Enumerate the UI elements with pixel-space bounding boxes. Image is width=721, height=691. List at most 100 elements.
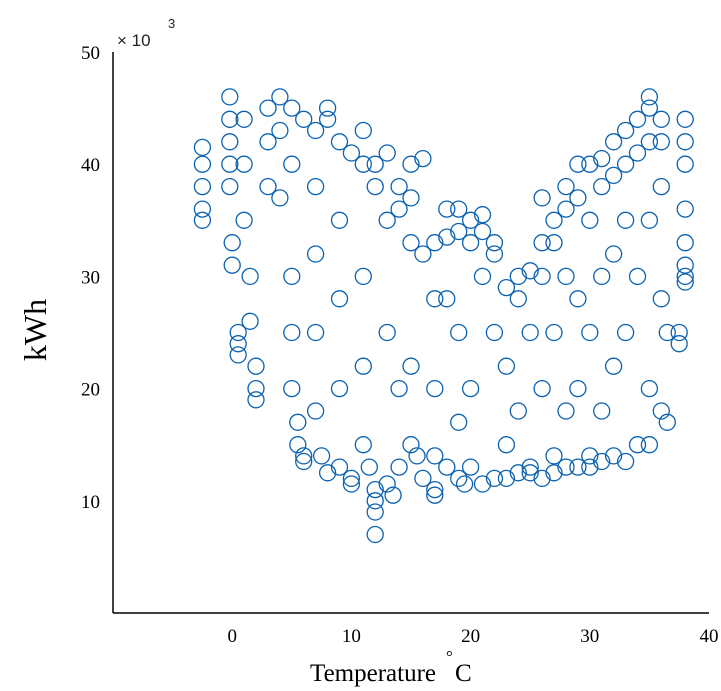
data-point	[221, 88, 239, 106]
x-tick-label: 40	[700, 626, 719, 647]
data-point	[581, 155, 599, 173]
data-point	[569, 189, 587, 207]
data-point	[221, 110, 239, 128]
data-point	[676, 267, 694, 286]
data-point	[390, 379, 408, 398]
data-point	[283, 379, 301, 398]
data-point	[616, 452, 635, 471]
data-point	[557, 402, 575, 420]
data-point	[455, 475, 474, 493]
data-point	[366, 177, 384, 196]
data-point	[497, 436, 516, 454]
x-tick-label: 0	[227, 626, 237, 647]
data-point	[330, 379, 349, 398]
data-point	[390, 200, 408, 218]
x-tick-label: 10	[342, 626, 361, 647]
data-point	[473, 222, 492, 241]
data-point	[509, 464, 527, 482]
data-point	[241, 312, 259, 330]
data-point	[366, 525, 384, 544]
data-point	[670, 335, 688, 353]
data-point	[414, 245, 432, 263]
data-point	[229, 346, 247, 364]
data-point	[330, 211, 349, 229]
data-point	[295, 110, 313, 128]
data-point	[259, 99, 277, 117]
data-point	[473, 475, 492, 493]
data-point	[259, 177, 277, 196]
data-point	[450, 323, 468, 342]
x-axis-unit-degree: °	[446, 647, 453, 666]
data-point	[557, 458, 575, 476]
data-point	[461, 234, 480, 252]
data-point	[473, 206, 492, 224]
data-point	[557, 200, 575, 218]
data-point	[652, 177, 670, 196]
data-point	[450, 222, 468, 241]
data-point	[640, 133, 659, 151]
data-point	[354, 436, 372, 454]
data-point	[235, 110, 253, 128]
data-point	[235, 155, 253, 173]
data-point	[223, 256, 241, 274]
data-point	[306, 121, 325, 140]
data-point	[545, 234, 563, 252]
data-point	[283, 99, 301, 117]
data-point	[569, 155, 587, 173]
data-point	[312, 447, 331, 465]
data-point	[438, 200, 456, 218]
data-point	[497, 278, 516, 297]
data-point	[461, 458, 480, 476]
data-point	[521, 323, 539, 342]
data-point	[640, 211, 659, 229]
data-point	[581, 458, 599, 476]
data-point	[241, 267, 259, 286]
data-point	[509, 402, 527, 420]
data-point	[593, 452, 611, 471]
data-point	[461, 379, 480, 398]
data-point	[533, 379, 551, 398]
data-point	[652, 402, 670, 420]
data-point	[676, 110, 694, 128]
data-point	[426, 379, 444, 398]
data-point	[604, 447, 623, 465]
data-point	[521, 464, 539, 482]
data-point	[670, 323, 688, 342]
data-point	[485, 469, 504, 488]
data-point	[426, 480, 444, 499]
data-point	[229, 335, 247, 353]
y-axis-title: kWh	[17, 299, 53, 361]
data-point	[354, 121, 372, 140]
y-tick-label: 20	[81, 380, 100, 401]
data-point	[354, 155, 372, 173]
data-point	[235, 211, 253, 229]
data-point	[342, 469, 361, 488]
data-point	[193, 138, 212, 157]
data-point	[193, 155, 212, 173]
data-point	[426, 486, 444, 504]
data-point	[360, 458, 378, 476]
data-point	[593, 402, 611, 420]
data-point	[676, 133, 694, 151]
data-point	[485, 234, 504, 252]
data-point	[193, 177, 212, 196]
data-point	[221, 133, 239, 151]
data-point	[366, 503, 384, 521]
data-point	[652, 110, 670, 128]
data-point	[533, 469, 551, 488]
data-point	[640, 436, 659, 454]
data-point	[247, 379, 265, 398]
x-tick-label: 30	[580, 626, 599, 647]
data-point	[378, 144, 396, 162]
data-point	[223, 234, 241, 252]
data-point	[676, 273, 694, 291]
data-point	[318, 464, 337, 482]
data-point	[569, 458, 587, 476]
data-point	[289, 436, 307, 454]
data-point	[616, 121, 635, 140]
data-point	[247, 391, 265, 409]
data-point	[221, 177, 239, 196]
data-point	[545, 447, 563, 465]
y-tick-label: 10	[81, 492, 100, 513]
data-point	[581, 211, 599, 229]
